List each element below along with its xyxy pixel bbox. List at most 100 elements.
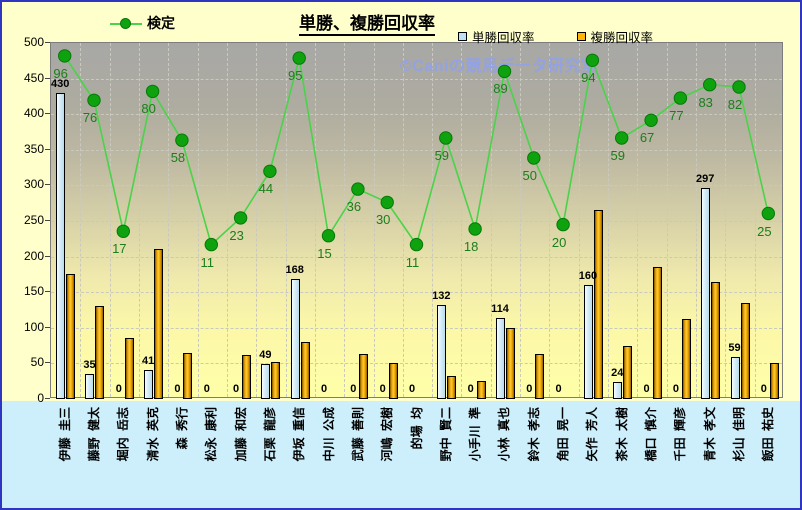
kentei-point[interactable] bbox=[585, 53, 600, 67]
kentei-point[interactable] bbox=[703, 78, 717, 92]
fukusho-bar[interactable] bbox=[124, 338, 134, 399]
v-gridline bbox=[725, 43, 727, 397]
kentei-point[interactable] bbox=[292, 51, 306, 65]
kentei-point[interactable] bbox=[175, 133, 189, 147]
h-gridline bbox=[51, 221, 782, 222]
kentei-point[interactable] bbox=[87, 93, 101, 108]
category-labels-background bbox=[2, 401, 800, 508]
fukusho-bar[interactable] bbox=[154, 249, 164, 399]
kentei-point[interactable] bbox=[644, 113, 658, 128]
watermark: ©Caniの競馬データ研究室 bbox=[400, 58, 598, 75]
legend-tansho[interactable]: 単勝回収率 bbox=[458, 27, 535, 46]
tansho-bar[interactable] bbox=[144, 369, 154, 399]
v-gridline bbox=[549, 43, 551, 397]
fukusho-bar[interactable] bbox=[66, 274, 76, 399]
fukusho-bar[interactable] bbox=[535, 354, 545, 399]
kentei-point[interactable] bbox=[439, 131, 453, 145]
fukusho-bar[interactable] bbox=[769, 363, 779, 399]
v-gridline bbox=[285, 43, 287, 397]
fukusho-bar[interactable] bbox=[593, 210, 603, 399]
kentei-point[interactable] bbox=[58, 49, 72, 63]
fukusho-bar[interactable] bbox=[242, 354, 252, 399]
fukusho-bar[interactable] bbox=[681, 318, 691, 399]
tansho-bar[interactable] bbox=[583, 285, 593, 399]
h-gridline bbox=[51, 327, 782, 329]
kentei-point[interactable] bbox=[263, 164, 277, 179]
fukusho-bar[interactable] bbox=[359, 354, 369, 399]
h-gridline bbox=[51, 149, 782, 151]
tansho-bar[interactable] bbox=[437, 305, 447, 399]
kentei-point[interactable] bbox=[761, 206, 775, 221]
legend-fukusho-label: 複勝回収率 bbox=[590, 31, 654, 45]
fukusho-bar[interactable] bbox=[300, 342, 310, 399]
fukusho-bar[interactable] bbox=[95, 306, 105, 399]
tansho-bar[interactable] bbox=[261, 364, 271, 399]
v-gridline bbox=[432, 43, 434, 397]
v-gridline bbox=[490, 43, 492, 397]
fukusho-bar[interactable] bbox=[447, 376, 457, 399]
tansho-bar[interactable] bbox=[495, 317, 505, 399]
tansho-bar[interactable] bbox=[730, 356, 740, 399]
v-gridline bbox=[666, 43, 668, 397]
kentei-point[interactable] bbox=[468, 222, 482, 236]
kentei-point[interactable] bbox=[116, 224, 131, 239]
fukusho-bar[interactable] bbox=[388, 363, 398, 399]
kentei-point[interactable] bbox=[497, 64, 512, 79]
fukusho-bar[interactable] bbox=[711, 281, 721, 399]
tansho-bar[interactable] bbox=[85, 374, 95, 399]
fukusho-bar[interactable] bbox=[505, 327, 515, 399]
legend-kentei-label: 検定 bbox=[147, 15, 175, 31]
h-gridline bbox=[51, 256, 782, 258]
kentei-point[interactable] bbox=[380, 195, 394, 210]
tansho-bar[interactable] bbox=[290, 279, 300, 399]
legend-fukusho[interactable]: 複勝回収率 bbox=[576, 27, 654, 46]
kentei-point[interactable] bbox=[732, 80, 746, 94]
v-gridline bbox=[138, 43, 140, 397]
tansho-bar[interactable] bbox=[613, 381, 623, 399]
kentei-point[interactable] bbox=[527, 151, 541, 165]
v-gridline bbox=[373, 43, 375, 397]
tansho-swatch-icon bbox=[458, 32, 467, 41]
kentei-point[interactable] bbox=[409, 237, 424, 252]
h-gridline bbox=[51, 78, 782, 80]
legend-kentei[interactable]: 検定 bbox=[110, 13, 175, 33]
tansho-bar[interactable] bbox=[56, 92, 66, 399]
kentei-point[interactable] bbox=[351, 182, 365, 196]
fukusho-bar[interactable] bbox=[652, 267, 662, 399]
kentei-point[interactable] bbox=[615, 131, 629, 145]
kentei-point[interactable] bbox=[204, 237, 219, 252]
v-gridline bbox=[226, 43, 228, 397]
v-gridline bbox=[256, 43, 258, 397]
chart-title: 単勝、複勝回収率 bbox=[299, 9, 435, 36]
tansho-bar[interactable] bbox=[701, 187, 711, 399]
h-gridline bbox=[51, 292, 782, 294]
v-gridline bbox=[197, 43, 199, 397]
h-gridline bbox=[51, 363, 782, 365]
kentei-point[interactable] bbox=[233, 211, 248, 225]
fukusho-swatch-icon bbox=[576, 32, 586, 41]
kentei-point[interactable] bbox=[556, 217, 570, 232]
v-gridline bbox=[80, 43, 82, 397]
plot-area bbox=[50, 42, 783, 399]
v-gridline bbox=[109, 43, 111, 397]
v-gridline bbox=[168, 43, 170, 397]
v-gridline bbox=[402, 43, 404, 397]
kentei-point[interactable] bbox=[321, 229, 336, 243]
fukusho-bar[interactable] bbox=[271, 361, 281, 399]
kentei-point[interactable] bbox=[145, 84, 160, 99]
v-gridline bbox=[461, 43, 463, 397]
v-gridline bbox=[696, 43, 698, 397]
v-gridline bbox=[608, 43, 610, 397]
fukusho-bar[interactable] bbox=[740, 302, 750, 399]
v-gridline bbox=[578, 43, 580, 397]
fukusho-bar[interactable] bbox=[183, 352, 193, 399]
fukusho-bar[interactable] bbox=[476, 381, 486, 399]
h-gridline bbox=[51, 185, 782, 187]
kentei-point[interactable] bbox=[673, 91, 688, 105]
fukusho-bar[interactable] bbox=[623, 345, 633, 399]
v-gridline bbox=[344, 43, 346, 397]
v-gridline bbox=[754, 43, 756, 397]
kentei-line bbox=[64, 55, 770, 247]
